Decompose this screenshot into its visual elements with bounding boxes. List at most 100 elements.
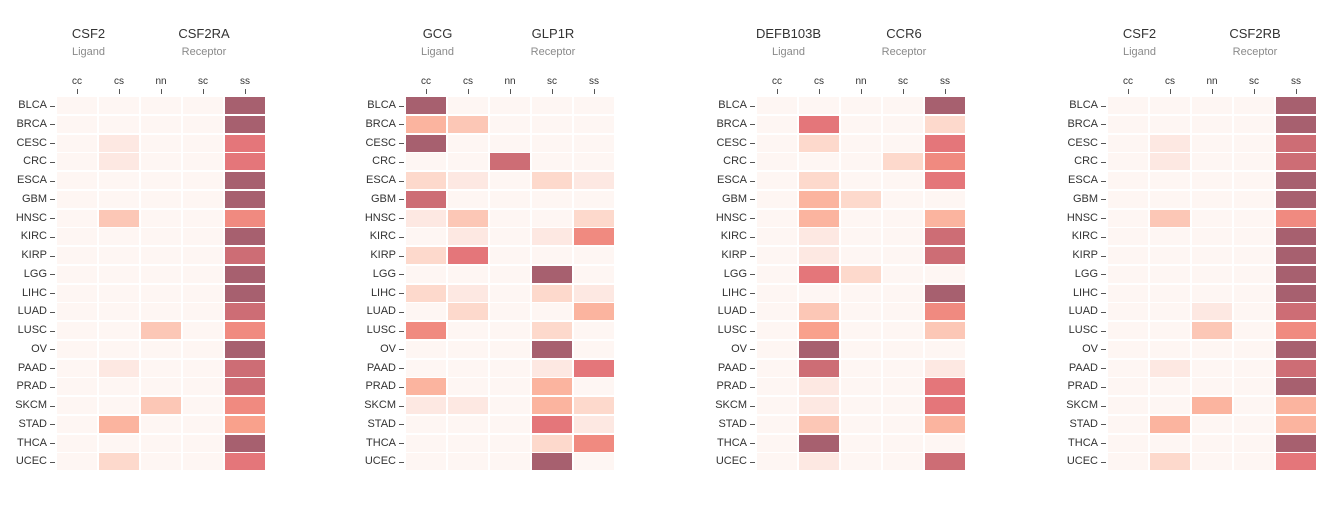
row-tick-label: SKCM <box>715 399 747 411</box>
heatmap-cell <box>574 115 614 133</box>
heatmap-cell <box>841 115 881 133</box>
ligand-role: Ligand <box>771 46 806 58</box>
row-tick-label: HNSC <box>715 211 747 224</box>
heatmap-cell <box>925 134 965 152</box>
row-tick-mark <box>750 274 755 276</box>
heatmap-cell <box>448 97 488 114</box>
heatmap-cell <box>799 453 839 471</box>
heatmap-cell <box>490 97 530 114</box>
row-tick-label: CESC <box>365 136 396 149</box>
heatmap-cell <box>183 397 223 414</box>
heatmap-cell <box>757 115 797 133</box>
column-tick-label: cs <box>1165 76 1175 87</box>
row-tick-label: HNSC <box>364 211 396 224</box>
heatmap-cell <box>799 209 839 227</box>
heatmap-cell <box>1276 397 1316 414</box>
heatmap-cell <box>183 190 223 208</box>
row-tick-mark <box>399 161 404 163</box>
heatmap-cell <box>183 97 223 114</box>
heatmap-cell <box>532 228 572 246</box>
row-tick-label: STAD <box>18 417 47 430</box>
heatmap-cell <box>1150 97 1190 114</box>
heatmap-cell <box>1192 359 1232 377</box>
heatmap-cell <box>925 265 965 283</box>
row-tick-mark <box>399 236 404 238</box>
heatmap-cell <box>1150 247 1190 264</box>
heatmap-cell <box>141 340 181 358</box>
heatmap-cell <box>406 340 446 358</box>
row-tick-mark <box>1101 293 1106 294</box>
row-tick-mark <box>50 161 55 163</box>
heatmap-cell <box>225 247 265 264</box>
row-tick-label: GBM <box>1072 192 1098 205</box>
row-tick-mark <box>399 143 404 144</box>
row-tick-mark <box>399 443 404 444</box>
heatmap-cell <box>406 134 446 152</box>
heatmap-cell <box>490 359 530 377</box>
row-tick-label: THCA <box>717 436 747 449</box>
row-tick-mark <box>1101 311 1106 313</box>
heatmap-cell <box>57 153 97 171</box>
ligand-name: CSF2 <box>1122 26 1157 41</box>
heatmap-cell <box>841 322 881 339</box>
heatmap-cell <box>574 303 614 321</box>
heatmap-cell <box>532 415 572 433</box>
heatmap-cell <box>757 265 797 283</box>
heatmap-cell <box>99 303 139 321</box>
row-tick-label: KIRP <box>1072 249 1098 261</box>
heatmap-cell <box>183 340 223 358</box>
heatmap-cell <box>57 340 97 358</box>
heatmap-cell <box>1234 265 1274 283</box>
column-tick-label: cc <box>772 76 782 87</box>
heatmap-cell <box>1150 115 1190 133</box>
heatmap-cell <box>57 415 97 433</box>
heatmap-cell <box>925 322 965 339</box>
row-tick-label: KIRC <box>369 230 396 243</box>
heatmap-cell <box>1150 359 1190 377</box>
heatmap-cell <box>141 190 181 208</box>
row-tick-label: LGG <box>723 267 747 280</box>
heatmap-cell <box>883 434 923 452</box>
row-tick-label: ESCA <box>1068 174 1098 186</box>
heatmap-cell <box>1108 153 1148 171</box>
column-tick-mark <box>1253 89 1255 94</box>
heatmap-cell <box>1150 153 1190 171</box>
heatmap-cell <box>141 322 181 339</box>
heatmap-cell <box>883 397 923 414</box>
row-tick-mark <box>399 199 404 201</box>
heatmap-cell <box>1150 322 1190 339</box>
column-tick-mark <box>244 89 246 94</box>
heatmap-cell <box>490 247 530 264</box>
heatmap-cell <box>183 453 223 471</box>
heatmap-cell <box>141 265 181 283</box>
heatmap-cell <box>490 322 530 339</box>
heatmap-cell <box>799 434 839 452</box>
row-tick-label: LUAD <box>717 305 747 318</box>
heatmap-cell <box>799 172 839 189</box>
heatmap-cell <box>57 134 97 152</box>
heatmap-cell <box>1150 228 1190 246</box>
heatmap-cell <box>1276 172 1316 189</box>
row-tick-label: SKCM <box>15 399 47 411</box>
heatmap-cell <box>1150 209 1190 227</box>
heatmap-cell <box>99 378 139 396</box>
column-tick-label: nn <box>504 76 516 87</box>
heatmap-cell <box>757 359 797 377</box>
heatmap-cell <box>799 115 839 133</box>
heatmap-cell <box>490 134 530 152</box>
heatmap-cell <box>490 209 530 227</box>
heatmap-cell <box>883 284 923 302</box>
row-tick-mark <box>750 180 755 182</box>
row-tick-label: BRCA <box>1067 117 1098 130</box>
heatmap-cell <box>1192 434 1232 452</box>
row-tick-mark <box>50 443 55 444</box>
heatmap-cell <box>406 378 446 396</box>
heatmap-cell <box>225 172 265 189</box>
heatmap-cell <box>99 434 139 452</box>
heatmap-cell <box>1234 340 1274 358</box>
heatmap-cell <box>532 190 572 208</box>
heatmap-cell <box>99 134 139 152</box>
row-tick-mark <box>1101 199 1106 201</box>
heatmap-cell <box>1276 303 1316 321</box>
